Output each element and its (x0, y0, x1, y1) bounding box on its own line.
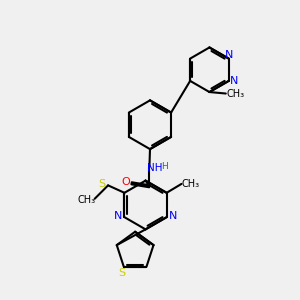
Text: N: N (230, 76, 238, 86)
Text: CH₃: CH₃ (77, 195, 95, 205)
Text: N: N (168, 211, 177, 221)
Text: O: O (121, 177, 130, 187)
Text: S: S (119, 268, 126, 278)
Text: H: H (161, 162, 168, 171)
Text: CH₃: CH₃ (226, 88, 244, 98)
Text: N: N (114, 211, 123, 221)
Text: S: S (99, 179, 106, 189)
Text: CH₃: CH₃ (182, 179, 200, 189)
Text: N: N (225, 50, 233, 60)
Text: NH: NH (147, 163, 163, 172)
